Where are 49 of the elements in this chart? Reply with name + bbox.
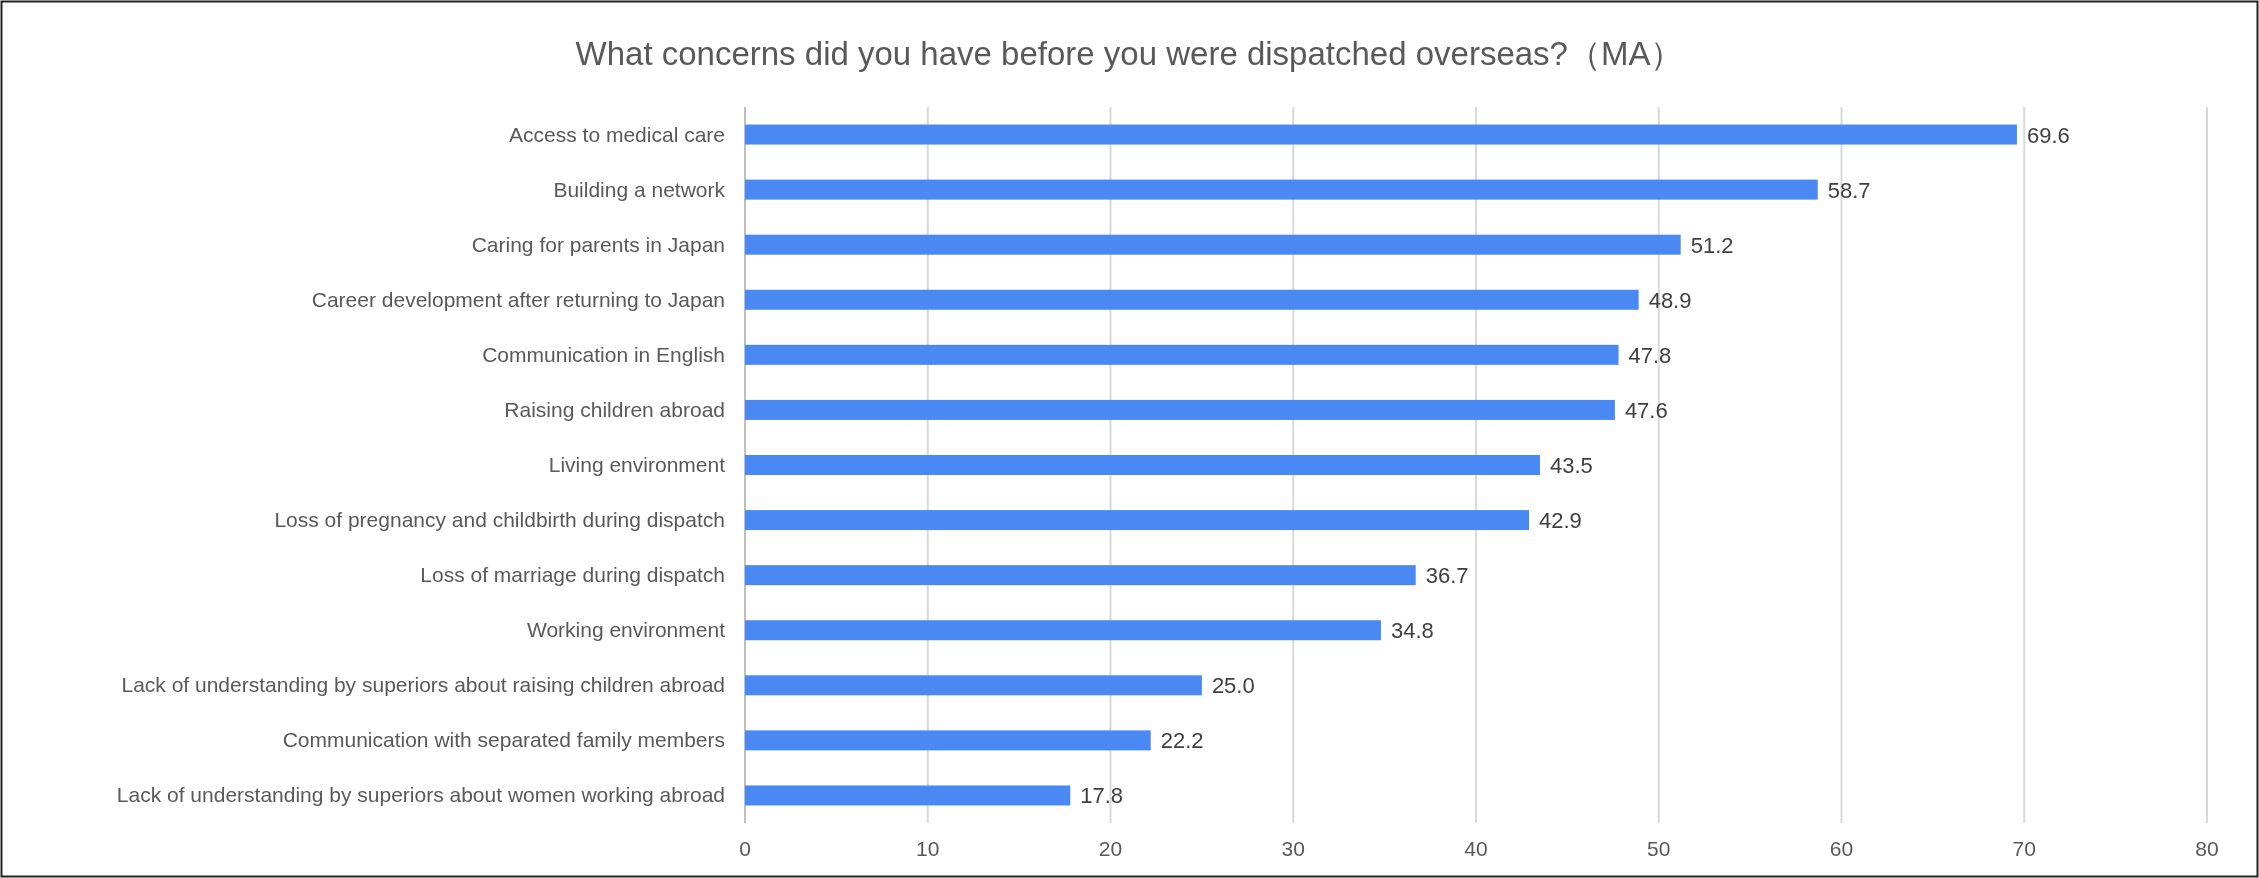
x-tick-label: 30: [1281, 837, 1305, 860]
bar: [745, 620, 1381, 641]
chart-title: What concerns did you have before you were dispatched overseas?（MA）: [575, 35, 1684, 72]
data-label: 58.7: [1827, 177, 1871, 203]
y-tick-label: Communication in English: [482, 342, 725, 366]
x-tick-label: 0: [739, 837, 751, 860]
data-label: 47.6: [1624, 397, 1668, 423]
data-label: 69.6: [2026, 122, 2070, 148]
data-label: 43.5: [1549, 453, 1593, 478]
data-label: 36.7: [1425, 563, 1469, 589]
bar: [745, 234, 1681, 255]
bar: [745, 344, 1619, 365]
x-tick-label: 50: [1647, 837, 1671, 860]
bar: [745, 675, 1202, 696]
y-tick-label: Communication with separated family members: [282, 728, 725, 752]
data-label: 47.8: [1628, 342, 1672, 368]
y-tick-label: Caring for parents in Japan: [471, 232, 725, 256]
bar: [745, 179, 1818, 200]
x-tick-label: 20: [1098, 837, 1123, 860]
data-label: 48.9: [1648, 287, 1692, 313]
data-label: 51.2: [1690, 232, 1734, 258]
bar: [745, 455, 1540, 475]
x-tick-label: 80: [2195, 837, 2219, 860]
x-tick-label: 10: [916, 837, 940, 860]
data-label: 17.8: [1080, 783, 1124, 809]
y-tick-label: Career development after returning to Japan: [311, 287, 725, 311]
x-tick-label: 70: [2012, 837, 2036, 860]
bar: [745, 510, 1529, 531]
data-label: 34.8: [1390, 618, 1434, 644]
bar: [745, 289, 1639, 310]
bar: [745, 785, 1071, 806]
y-tick-label: Access to medical care: [509, 122, 725, 146]
y-tick-label: Lack of understanding by superiors about raising children abroad: [121, 673, 725, 697]
bar: [745, 399, 1615, 420]
data-label: 42.9: [1539, 508, 1582, 534]
y-tick-label: Loss of marriage during dispatch: [420, 563, 725, 587]
y-tick-label: Raising children abroad: [504, 397, 725, 421]
y-tick-label: Lack of understanding by superiors about women working abroad: [116, 783, 725, 807]
y-tick-label: Building a network: [553, 177, 726, 201]
x-tick-label: 40: [1464, 837, 1488, 860]
data-label: 22.2: [1160, 728, 1204, 754]
y-tick-label: Living environment: [548, 453, 726, 476]
y-tick-label: Loss of pregnancy and childbirth during dispatch: [274, 508, 725, 532]
bar: [745, 730, 1151, 751]
y-tick-label: Working environment: [526, 618, 726, 642]
bar: [745, 565, 1416, 586]
bar: [745, 124, 2017, 145]
x-tick-label: 60: [1829, 837, 1854, 860]
data-label: 25.0: [1211, 673, 1255, 699]
